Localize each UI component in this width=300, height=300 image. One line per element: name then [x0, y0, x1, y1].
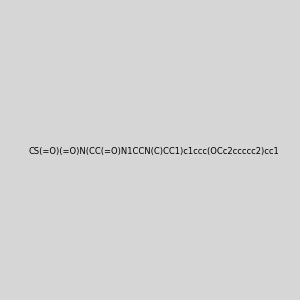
Text: CS(=O)(=O)N(CC(=O)N1CCN(C)CC1)c1ccc(OCc2ccccc2)cc1: CS(=O)(=O)N(CC(=O)N1CCN(C)CC1)c1ccc(OCc2…	[28, 147, 279, 156]
